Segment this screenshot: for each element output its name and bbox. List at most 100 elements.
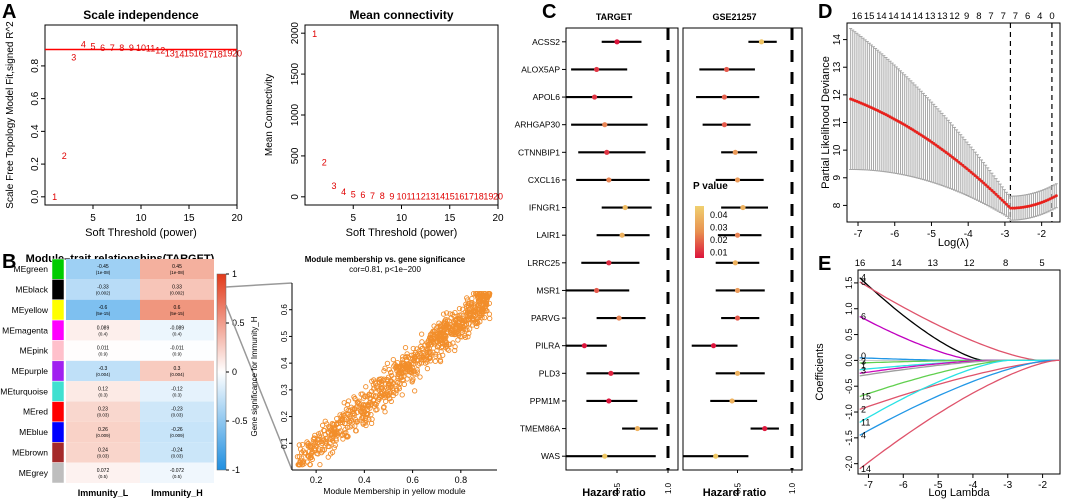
top-tick-label: 16 [855,258,866,269]
data-point [311,445,317,452]
gene-label: LRRC25 [527,258,560,268]
data-point [445,323,451,330]
point-estimate [710,343,717,349]
point-estimate [614,39,620,45]
x-tick-label: -4 [964,229,973,240]
data-point [378,376,384,382]
data-point [349,423,355,429]
row-label: MEbrown [12,447,48,457]
data-point [352,423,358,429]
point-label: 3 [71,53,76,63]
top-tick-label: 5 [1039,258,1044,269]
data-point [452,347,458,354]
data-point [345,411,351,417]
heatmap-cell [66,320,140,341]
deviance-point [992,190,996,194]
coefficient-path [859,359,1060,423]
zoom-connector [225,282,293,288]
coefficient-path [859,359,1060,398]
data-point [454,322,461,328]
data-point [399,361,405,367]
module-color-swatch [51,340,65,362]
data-point [436,320,442,326]
chart-title: Module membership vs. gene significance [305,255,466,264]
data-point [312,443,319,449]
x-tick-label: -3 [1003,480,1012,491]
heatmap-cell [140,381,214,402]
data-point [363,384,369,390]
point-label: 14 [435,192,445,202]
y-tick-label: 0.4 [30,124,41,138]
data-point [467,313,473,319]
y-tick-label: 14 [832,34,843,46]
point-label: 17 [203,49,213,59]
data-point [429,330,435,336]
legend-colorbar [695,206,704,258]
heatmap-cell [140,279,214,300]
data-point [393,386,400,392]
cell-value: 0.089 [97,325,110,331]
cell-pvalue: (0.3) [172,392,182,397]
top-tick-label: 14 [888,11,899,22]
top-tick-label: 9 [964,11,969,22]
data-point [378,378,385,384]
data-point [363,422,369,429]
data-point [460,324,466,330]
module-color-swatch [51,421,65,443]
point-estimate [602,122,608,128]
row-label: MEgreen [14,264,49,274]
point-label: 16 [194,49,204,59]
cell-pvalue: (0.9) [98,352,108,357]
data-point [387,390,393,396]
cell-value: -0.6 [99,305,108,311]
deviance-point [984,183,988,187]
coefficient-path [859,315,1060,362]
x-tick-label: -5 [927,229,936,240]
row-label: MEred [23,407,48,417]
point-estimate [734,232,741,238]
point-estimate [604,149,610,155]
cell-pvalue: (0.5) [98,474,108,479]
cell-pvalue: (0.009) [170,433,185,438]
data-point [336,424,342,431]
cell-pvalue: (1e-08) [96,270,111,275]
data-point [344,401,351,408]
x-tick-label: -4 [968,480,977,491]
row-label: MEpurple [12,366,49,376]
path-label: 0 [861,351,866,361]
gene-label: PPM1M [530,396,560,406]
plot-frame [304,24,499,206]
x-tick-label: 15 [444,213,456,224]
module-color-swatch [51,462,65,484]
gene-label: PILRA [535,341,560,351]
y-tick-label: -1.0 [844,404,854,420]
deviance-point [959,162,963,166]
x-tick-label: 0.8 [455,475,468,485]
point-label: 10 [396,191,406,201]
cell-pvalue: (0.4) [172,331,182,336]
y-tick-label: 0.2 [30,157,41,171]
deviance-point [998,196,1002,200]
cell-value: -0.089 [170,325,184,331]
heatmap-cell [140,299,214,321]
gene-label: APOL6 [533,92,561,102]
cell-pvalue: (5e-15) [170,311,185,316]
cell-pvalue: (0.004) [170,372,185,377]
top-tick-label: 7 [1001,11,1006,22]
gene-label: CTNNBIP1 [518,147,560,157]
data-point [352,406,358,413]
top-tick-label: 12 [949,11,960,22]
gene-label: ACSS2 [532,37,560,47]
data-point [395,379,401,385]
deviance-point [942,149,946,153]
deviance-point [955,158,959,162]
data-point [345,398,352,404]
data-point [383,398,389,405]
x-tick-label: 15 [183,213,195,224]
data-point [473,315,480,321]
deviance-point [957,160,961,164]
data-point [469,295,475,302]
point-label: 9 [389,191,394,201]
data-point [359,415,365,421]
